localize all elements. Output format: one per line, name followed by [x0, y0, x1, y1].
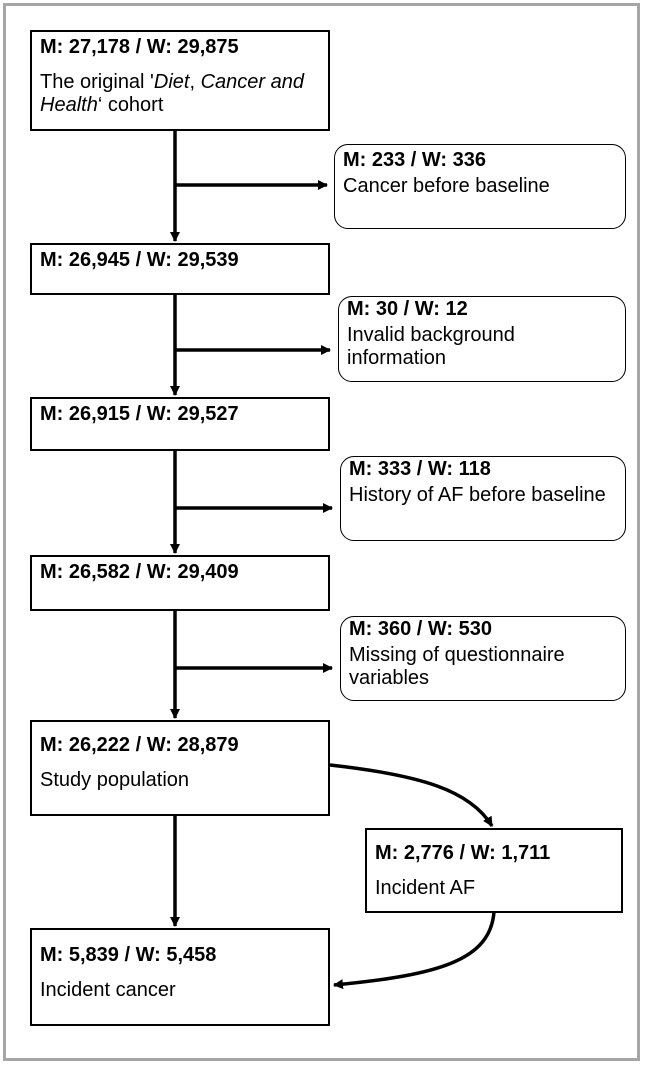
- node: M: 233 / W: 336 Cancer before baseline: [334, 144, 626, 229]
- count: M: 30 / W: 12: [347, 298, 468, 320]
- label: ,: [189, 71, 201, 93]
- node: M: 26,945 / W: 29,539: [30, 243, 330, 295]
- count: M: 360 / W: 530: [349, 618, 493, 640]
- count: M: 2,776 / W: 1,711: [375, 842, 551, 864]
- node: M: 333 / W: 118 History of AF before bas…: [340, 456, 626, 541]
- label: Study population: [40, 769, 190, 791]
- node: M: 27,178 / W: 29,875 The original 'Diet…: [30, 30, 330, 131]
- node: M: 5,839 / W: 5,458 Incident cancer: [30, 928, 330, 1026]
- label: Invalid background information: [347, 324, 515, 369]
- count: M: 26,915 / W: 29,527: [40, 403, 239, 425]
- count: M: 333 / W: 118: [349, 458, 491, 480]
- count: M: 26,945 / W: 29,539: [40, 249, 239, 271]
- label: History of AF before baseline: [349, 484, 606, 506]
- node: M: 2,776 / W: 1,711 Incident AF: [365, 828, 623, 913]
- count: M: 27,178 / W: 29,875: [40, 36, 239, 58]
- count: M: 26,222 / W: 28,879: [40, 734, 239, 756]
- label: The original ': [40, 71, 154, 93]
- label: Incident AF: [375, 877, 476, 899]
- count: M: 26,582 / W: 29,409: [40, 561, 239, 583]
- label: Diet: [153, 71, 190, 93]
- label: ‘ cohort: [97, 94, 164, 116]
- count: M: 5,839 / W: 5,458: [40, 944, 217, 966]
- node: M: 26,222 / W: 28,879 Study population: [30, 720, 330, 816]
- label: Missing of questionnaire variables: [349, 644, 565, 689]
- node: M: 30 / W: 12 Invalid background informa…: [338, 296, 626, 382]
- node: M: 26,582 / W: 29,409: [30, 555, 330, 611]
- label: Cancer before baseline: [343, 175, 550, 197]
- label: Incident cancer: [40, 979, 176, 1001]
- label: Cancer and Health: [40, 71, 304, 116]
- frame: [3, 3, 640, 1061]
- arrow: [329, 763, 494, 827]
- count: M: 233 / W: 336: [343, 149, 487, 171]
- arrow: [333, 911, 496, 990]
- node: M: 26,915 / W: 29,527: [30, 397, 330, 451]
- node: M: 360 / W: 530 Missing of questionnaire…: [340, 616, 626, 701]
